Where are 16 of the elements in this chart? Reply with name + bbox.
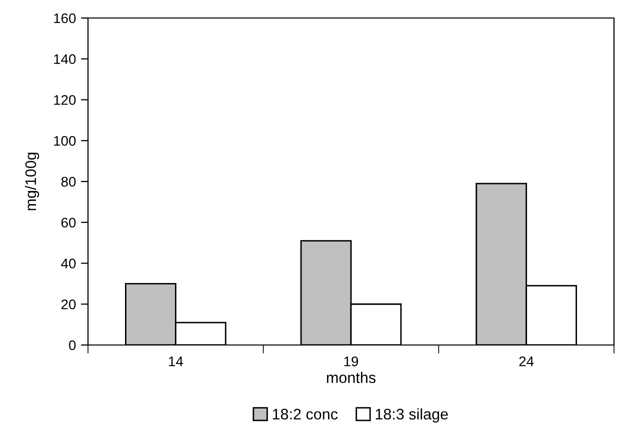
legend-label: 18:3 silage (376, 408, 448, 423)
y-tick-label: 0 (69, 340, 76, 350)
y-tick-label: 120 (54, 95, 76, 105)
x-axis-title: months (326, 372, 376, 384)
y-tick-label: 140 (54, 54, 76, 64)
y-axis-title: mg/100g (24, 152, 40, 210)
y-tick-label: 20 (61, 299, 76, 310)
y-tick-label: 160 (54, 13, 76, 24)
y-tick-label: 40 (61, 258, 76, 268)
y-tick-label: 80 (61, 176, 76, 187)
x-tick-label: 14 (169, 356, 183, 366)
legend-label: 18:2 conc (272, 408, 338, 420)
x-tick-label: 19 (344, 356, 358, 366)
y-tick-label: 100 (54, 136, 76, 146)
x-tick-label: 24 (519, 356, 534, 366)
y-tick-label: 60 (61, 218, 76, 228)
